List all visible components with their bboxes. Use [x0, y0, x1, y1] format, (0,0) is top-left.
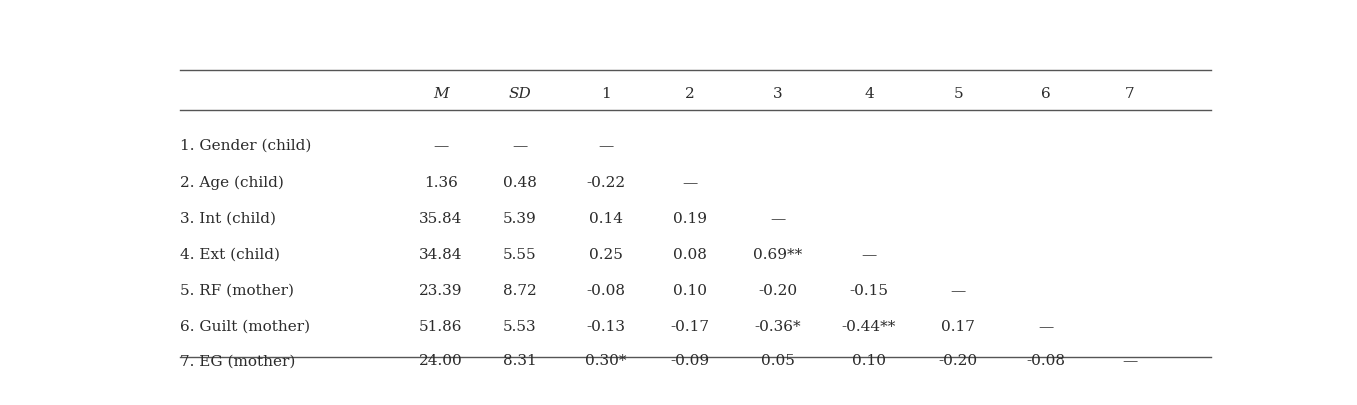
Text: —: — [433, 138, 449, 152]
Text: 0.05: 0.05 [760, 354, 794, 367]
Text: -0.08: -0.08 [586, 284, 626, 297]
Text: 0.25: 0.25 [589, 247, 623, 261]
Text: -0.17: -0.17 [670, 319, 710, 333]
Text: 7. EG (mother): 7. EG (mother) [180, 354, 296, 367]
Text: 34.84: 34.84 [419, 247, 463, 261]
Text: —: — [1038, 319, 1053, 333]
Text: 3. Int (child): 3. Int (child) [180, 211, 275, 226]
Text: -0.20: -0.20 [939, 354, 978, 367]
Text: —: — [683, 176, 697, 190]
Text: —: — [769, 211, 786, 226]
Text: 5.55: 5.55 [503, 247, 536, 261]
Text: —: — [951, 284, 966, 297]
Text: 1: 1 [601, 87, 611, 101]
Text: M: M [433, 87, 449, 101]
Text: 23.39: 23.39 [419, 284, 463, 297]
Text: 5. RF (mother): 5. RF (mother) [180, 284, 294, 297]
Text: 0.48: 0.48 [503, 176, 537, 190]
Text: -0.22: -0.22 [586, 176, 626, 190]
Text: 8.31: 8.31 [503, 354, 537, 367]
Text: —: — [598, 138, 613, 152]
Text: 8.72: 8.72 [503, 284, 537, 297]
Text: 2. Age (child): 2. Age (child) [180, 175, 284, 190]
Text: 0.08: 0.08 [673, 247, 707, 261]
Text: -0.44**: -0.44** [841, 319, 896, 333]
Text: —: — [512, 138, 528, 152]
Text: -0.36*: -0.36* [754, 319, 801, 333]
Text: 3: 3 [772, 87, 782, 101]
Text: -0.20: -0.20 [759, 284, 797, 297]
Text: 0.19: 0.19 [673, 211, 707, 226]
Text: 6: 6 [1041, 87, 1050, 101]
Text: 2: 2 [685, 87, 695, 101]
Text: 5.39: 5.39 [503, 211, 537, 226]
Text: 7: 7 [1125, 87, 1134, 101]
Text: 5: 5 [954, 87, 963, 101]
Text: 1. Gender (child): 1. Gender (child) [180, 138, 312, 152]
Text: -0.15: -0.15 [849, 284, 889, 297]
Text: 0.10: 0.10 [673, 284, 707, 297]
Text: 24.00: 24.00 [419, 354, 463, 367]
Text: 0.30*: 0.30* [585, 354, 627, 367]
Text: —: — [862, 247, 877, 261]
Text: 1.36: 1.36 [423, 176, 457, 190]
Text: 0.10: 0.10 [852, 354, 886, 367]
Text: SD: SD [509, 87, 531, 101]
Text: 0.69**: 0.69** [753, 247, 802, 261]
Text: -0.09: -0.09 [670, 354, 710, 367]
Text: 0.14: 0.14 [589, 211, 623, 226]
Text: 0.17: 0.17 [942, 319, 976, 333]
Text: 4: 4 [864, 87, 874, 101]
Text: -0.08: -0.08 [1026, 354, 1065, 367]
Text: 4. Ext (child): 4. Ext (child) [180, 247, 280, 261]
Text: —: — [1122, 354, 1137, 367]
Text: 51.86: 51.86 [419, 319, 463, 333]
Text: 6. Guilt (mother): 6. Guilt (mother) [180, 319, 311, 333]
Text: 35.84: 35.84 [419, 211, 463, 226]
Text: -0.13: -0.13 [586, 319, 626, 333]
Text: 5.53: 5.53 [503, 319, 536, 333]
